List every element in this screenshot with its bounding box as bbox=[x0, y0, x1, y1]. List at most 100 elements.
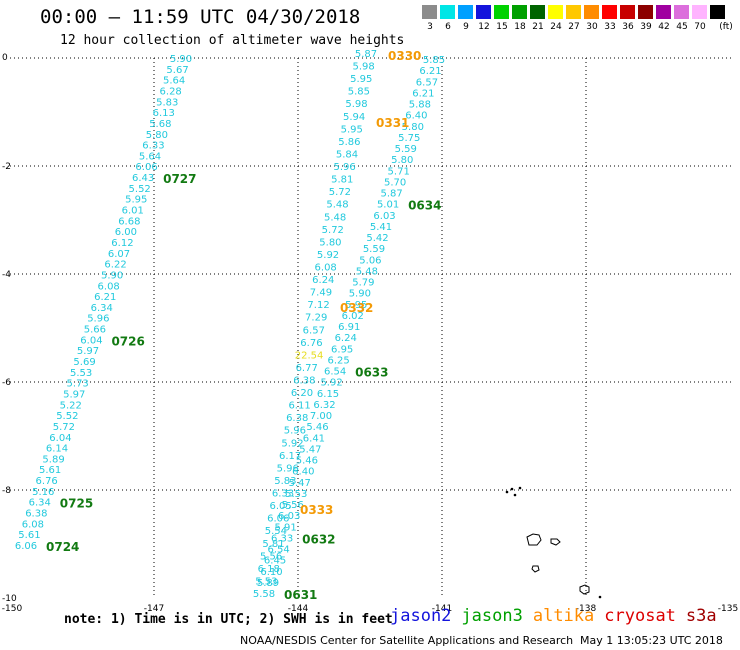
legend-label: 12 bbox=[478, 22, 490, 32]
legend-label: 36 bbox=[622, 22, 634, 32]
legend-swatch bbox=[494, 5, 509, 19]
wave-height-value: 6.21 bbox=[94, 292, 116, 303]
legend-label: 70 bbox=[694, 22, 706, 32]
wave-height-value: 5.01 bbox=[377, 200, 399, 211]
lon-tick-label: -141 bbox=[432, 604, 452, 614]
wave-height-value: 6.06 bbox=[15, 541, 37, 552]
legend-label: 3 bbox=[427, 22, 433, 32]
wave-height-value: 6.20 bbox=[291, 388, 313, 399]
legend-swatch bbox=[530, 5, 545, 19]
credit-line: NOAA/NESDIS Center for Satellite Applica… bbox=[240, 634, 574, 647]
wave-height-value: 5.67 bbox=[166, 65, 188, 76]
wave-height-value: 5.98 bbox=[345, 99, 367, 110]
wave-height-value: 5.66 bbox=[84, 325, 106, 336]
pass-time-label: 0633 bbox=[355, 366, 388, 380]
wave-height-value: 5.96 bbox=[284, 426, 306, 437]
island-dot bbox=[505, 490, 509, 494]
wave-height-value: 6.24 bbox=[335, 333, 357, 344]
legend-label: 42 bbox=[658, 22, 670, 32]
generated-timestamp: May 1 13:05:23 UTC 2018 bbox=[580, 634, 723, 647]
wave-height-value: 6.68 bbox=[118, 216, 140, 227]
wave-height-value: 5.95 bbox=[345, 300, 367, 311]
legend-label: 15 bbox=[496, 22, 508, 32]
wave-height-value: 5.90 bbox=[170, 54, 192, 65]
legend-swatch bbox=[638, 5, 653, 19]
satellite-key: jason2 jason3 altika cryosat s3a bbox=[390, 606, 727, 626]
lon-tick-label: -147 bbox=[144, 604, 164, 614]
wave-height-value: 6.18 bbox=[258, 564, 280, 575]
island-dot bbox=[513, 493, 517, 497]
lat-tick-label: -10 bbox=[2, 594, 17, 604]
legend-label: 18 bbox=[514, 22, 526, 32]
wave-height-value: 6.06 bbox=[267, 514, 289, 525]
wave-height-value: 6.22 bbox=[104, 260, 126, 271]
wave-height-value: 6.54 bbox=[267, 545, 289, 556]
wave-height-value: 5.59 bbox=[363, 244, 385, 255]
lon-tick-label: -150 bbox=[2, 604, 23, 614]
wave-height-value: 6.10 bbox=[260, 567, 282, 578]
satellite-s3a: s3a bbox=[685, 606, 717, 626]
wave-height-value: 5.54 bbox=[265, 526, 287, 537]
wave-height-value: 6.13 bbox=[153, 108, 175, 119]
legend-label: 9 bbox=[463, 22, 469, 32]
wave-height-value: 5.95 bbox=[350, 74, 372, 85]
pass-time-label: 0632 bbox=[302, 532, 335, 546]
wave-height-value: 5.96 bbox=[334, 162, 356, 173]
wave-height-value: 5.80 bbox=[391, 155, 413, 166]
legend-swatch bbox=[584, 5, 599, 19]
wave-height-value: 6.38 bbox=[293, 376, 315, 387]
wave-height-value: 5.91 bbox=[275, 522, 297, 533]
wave-height-value: 6.05 bbox=[269, 501, 291, 512]
wave-height-value: 5.97 bbox=[63, 389, 85, 400]
wave-height-value: 5.48 bbox=[324, 212, 346, 223]
satellite-altika: altika bbox=[532, 606, 595, 626]
wave-height-value: 5.70 bbox=[384, 177, 406, 188]
wave-height-value: 6.07 bbox=[108, 249, 130, 260]
lat-tick-label: -4 bbox=[2, 270, 11, 280]
wave-height-value: 5.41 bbox=[370, 222, 392, 233]
wave-height-value: 6.14 bbox=[46, 444, 68, 455]
lat-tick-label: 0 bbox=[2, 53, 8, 63]
wave-height-value: 6.02 bbox=[342, 311, 364, 322]
wave-height-value: 5.88 bbox=[409, 100, 431, 111]
legend-swatch bbox=[476, 5, 491, 19]
pass-time-label: 0631 bbox=[284, 588, 317, 602]
wave-height-value: 5.72 bbox=[53, 422, 75, 433]
wave-height-value: 6.03 bbox=[373, 211, 395, 222]
wave-height-value: 5.53 bbox=[255, 576, 277, 587]
wave-height-value: 6.25 bbox=[328, 355, 350, 366]
island-outline bbox=[526, 533, 542, 546]
wave-height-value: 7.12 bbox=[307, 300, 329, 311]
legend-label: 21 bbox=[532, 22, 544, 32]
wave-height-value: 6.40 bbox=[405, 111, 427, 122]
wave-height-value: 6.00 bbox=[115, 227, 137, 238]
wave-height-value: 5.92 bbox=[320, 378, 342, 389]
wave-height-value: 6.04 bbox=[49, 433, 71, 444]
wave-height-value: 5.59 bbox=[395, 144, 417, 155]
island-dot bbox=[510, 487, 514, 491]
wave-height-value: 5.64 bbox=[163, 76, 185, 87]
wave-height-value: 5.56 bbox=[282, 500, 304, 511]
legend-swatch bbox=[512, 5, 527, 19]
wave-height-value: 5.92 bbox=[281, 438, 303, 449]
wave-height-value: 5.89 bbox=[42, 454, 64, 465]
wave-height-value: 6.21 bbox=[412, 88, 434, 99]
island-outline bbox=[579, 584, 590, 595]
island-dot bbox=[598, 595, 602, 599]
wave-height-value: 6.34 bbox=[91, 303, 113, 314]
wave-height-value: 6.32 bbox=[313, 400, 335, 411]
legend-swatch bbox=[656, 5, 671, 19]
legend-swatch bbox=[692, 5, 707, 19]
pass-time-label: 0634 bbox=[408, 199, 441, 213]
wave-height-value: 6.77 bbox=[296, 363, 318, 374]
wave-height-value: 5.42 bbox=[366, 233, 388, 244]
wave-height-value: 5.22 bbox=[60, 400, 82, 411]
wave-height-value: 5.72 bbox=[329, 187, 351, 198]
lon-tick-label: -135 bbox=[718, 604, 738, 614]
wave-height-value: 5.48 bbox=[326, 200, 348, 211]
wave-height-value: 5.81 bbox=[331, 175, 353, 186]
wave-height-value: 6.54 bbox=[324, 367, 346, 378]
wave-height-value: 5.90 bbox=[349, 289, 371, 300]
wave-height-value: 6.21 bbox=[419, 66, 441, 77]
